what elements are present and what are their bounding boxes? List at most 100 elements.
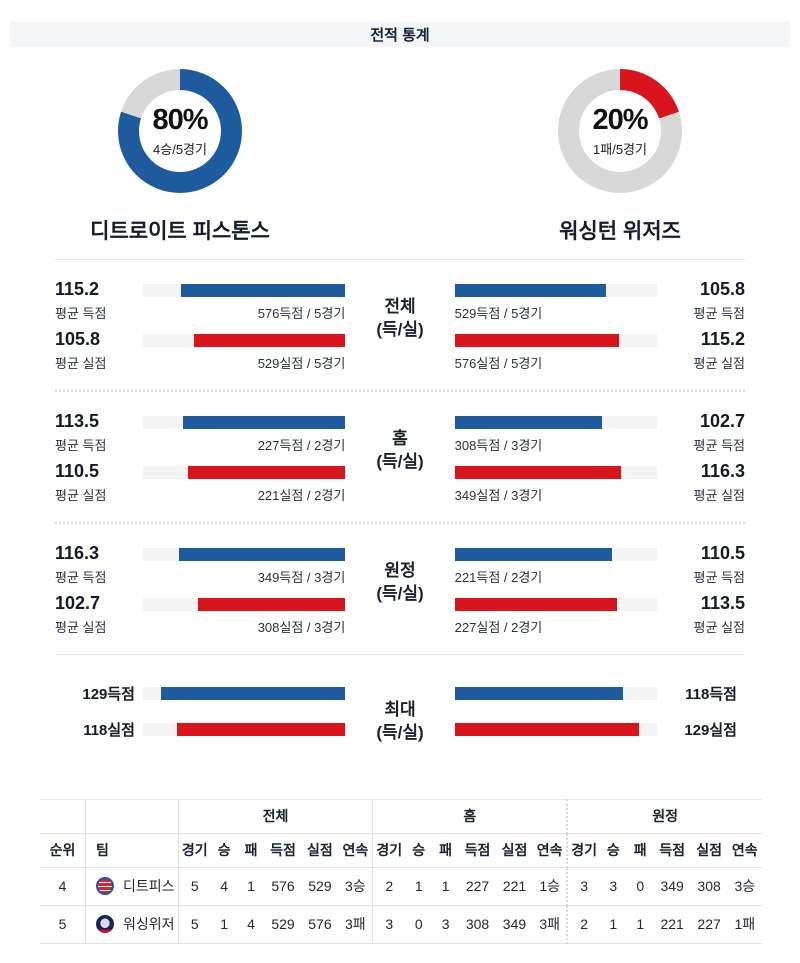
away-overall-points-row: 529득점 / 5경기 105.8 평균 득점: [454, 279, 745, 322]
away-home-conceded-label: 평균 실점: [693, 487, 745, 503]
home-away-conceded-value: 102.7: [55, 593, 101, 613]
away-home-points-bar: [454, 416, 603, 429]
away-away-conceded-label: 평균 실점: [693, 619, 745, 635]
home-overall-points-sub: 576득점 / 5경기: [257, 306, 346, 321]
stats-section-header: 전적 통계: [10, 22, 790, 47]
away-team-name: 워싱턴 위저즈: [559, 220, 681, 243]
away-home-points-label: 평균 득점: [693, 437, 745, 453]
away-away-conceded-sub: 227실점 / 2경기: [454, 620, 543, 635]
home-overall-conceded-bar: [193, 334, 346, 347]
bar-track: [454, 416, 657, 429]
away-overall-points-label: 평균 득점: [693, 305, 745, 321]
group-label-overall: 전체 (득/실): [376, 297, 424, 339]
bar-track: [454, 723, 657, 736]
donut-row: 80% 4승/5경기 20% 1패/5경기: [0, 69, 800, 193]
home-home-conceded-label: 평균 실점: [55, 487, 107, 503]
home-win-rate-value: 80%: [152, 104, 208, 136]
bar-track: [143, 687, 346, 700]
comparison-section: 115.2 평균 득점 576득점 / 5경기 105.8 평균 실점: [0, 264, 800, 759]
away-away-conceded-row: 227실점 / 2경기 113.5 평균 실점: [454, 593, 745, 636]
compare-group-home: 113.5 평균 득점 227득점 / 2경기 110.5 평균 실점: [55, 396, 745, 518]
home-overall-conceded-label: 평균 실점: [55, 355, 107, 371]
group-header-away: 원정: [566, 799, 762, 834]
group-label-away: 원정 (득/실): [376, 561, 424, 603]
home-away-points-label: 평균 득점: [55, 569, 107, 585]
home-home-conceded-sub: 221실점 / 2경기: [257, 488, 346, 503]
bar-track: [454, 284, 657, 297]
home-home-points-value: 113.5: [55, 411, 100, 431]
away-away-conceded-bar: [454, 598, 617, 611]
away-overall-conceded-sub: 576실점 / 5경기: [454, 356, 543, 371]
bar-track: [454, 548, 657, 561]
home-away-conceded-sub: 308실점 / 3경기: [257, 620, 346, 635]
bar-track: [143, 598, 346, 611]
away-away-points-bar: [454, 548, 613, 561]
away-away-conceded-value: 113.5: [700, 593, 745, 613]
home-home-points-label: 평균 득점: [55, 437, 107, 453]
away-donut-block: 20% 1패/5경기: [545, 69, 695, 193]
group-label-max: 최대 (득/실): [376, 700, 424, 742]
team-short-name: 디트피스: [122, 878, 175, 895]
pistons-logo-icon: [95, 877, 114, 896]
col-team: 팀: [84, 833, 179, 868]
home-home-points-sub: 227득점 / 2경기: [257, 438, 346, 453]
home-home-conceded-row: 110.5 평균 실점 221실점 / 2경기: [55, 461, 346, 504]
home-overall-conceded-sub: 529실점 / 5경기: [257, 356, 346, 371]
home-home-points-bar: [183, 416, 346, 429]
away-overall-conceded-bar: [454, 334, 619, 347]
away-overall-conceded-row: 576실점 / 5경기 115.2 평균 실점: [454, 329, 745, 372]
away-away-points-value: 110.5: [700, 543, 745, 563]
away-overall-points-value: 105.8: [699, 279, 745, 299]
bar-track: [143, 466, 346, 479]
divider: [55, 259, 745, 260]
away-away-points-sub: 221득점 / 2경기: [454, 570, 543, 585]
standings-row-pistons[interactable]: 4 디트피스 5 4 1 576 529 3승 2 1 1 227 221 1승…: [40, 867, 762, 906]
home-max-points-row: 129득점: [55, 683, 346, 704]
home-donut-block: 80% 4승/5경기: [105, 69, 255, 193]
away-overall-conceded-value: 115.2: [700, 329, 745, 349]
away-home-conceded-row: 349실점 / 3경기 116.3 평균 실점: [454, 461, 745, 504]
home-team-name: 디트로이트 피스톤스: [90, 220, 270, 243]
wizards-logo-icon: [95, 915, 114, 934]
away-home-points-value: 102.7: [699, 411, 745, 431]
bar-track: [143, 334, 346, 347]
team-short-name: 워싱위저: [122, 916, 175, 933]
rank-value: 5: [40, 905, 86, 944]
group-separator: [55, 654, 745, 655]
bar-track: [454, 598, 657, 611]
home-overall-conceded-value: 105.8: [55, 329, 101, 349]
col-rank: 순위: [40, 833, 86, 868]
home-max-conceded-row: 118실점: [55, 719, 346, 740]
home-overall-points-label: 평균 득점: [55, 305, 107, 321]
bar-track: [454, 466, 657, 479]
bar-track: [454, 687, 657, 700]
compare-group-away: 116.3 평균 득점 349득점 / 3경기 102.7 평균 실점: [55, 528, 745, 650]
home-home-conceded-value: 110.5: [55, 461, 100, 481]
standings-group-header-row: 전체 홈 원정: [40, 799, 762, 834]
away-overall-conceded-label: 평균 실점: [693, 355, 745, 371]
group-label-home: 홈 (득/실): [376, 429, 424, 471]
standings-row-wizards[interactable]: 5 워싱위저 5 1 4 529 576 3패 3 0 3 308 349 3패…: [40, 905, 762, 944]
standings-table: 전체 홈 원정 순위 팀 경기 승 패 득점 실점 연속 경기 승 패 득점 실…: [40, 798, 762, 944]
compare-group-overall: 115.2 평균 득점 576득점 / 5경기 105.8 평균 실점: [55, 264, 745, 386]
bar-track: [143, 284, 346, 297]
away-record-label: 1패/5경기: [593, 142, 647, 157]
away-overall-points-bar: [454, 284, 607, 297]
group-header-home: 홈: [372, 799, 568, 834]
compare-group-max: 129득점 118실점 최대 (득/실): [55, 659, 745, 759]
home-away-points-row: 116.3 평균 득점 349득점 / 3경기: [55, 543, 346, 586]
away-loss-rate-value: 20%: [592, 104, 648, 136]
home-home-conceded-bar: [187, 466, 346, 479]
home-overall-points-row: 115.2 평균 득점 576득점 / 5경기: [55, 279, 346, 322]
away-home-conceded-bar: [454, 466, 621, 479]
standings-column-header-row: 순위 팀 경기 승 패 득점 실점 연속 경기 승 패 득점 실점 연속 경기 …: [40, 833, 762, 868]
away-max-points-bar: [454, 687, 623, 700]
group-header-overall: 전체: [177, 799, 373, 834]
away-max-conceded-row: 129실점: [454, 719, 745, 740]
home-away-points-value: 116.3: [55, 543, 100, 563]
home-max-points-bar: [161, 687, 346, 700]
away-donut-center: 20% 1패/5경기: [579, 90, 661, 172]
home-away-conceded-row: 102.7 평균 실점 308실점 / 3경기: [55, 593, 346, 636]
home-win-rate-donut: 80% 4승/5경기: [118, 69, 242, 193]
